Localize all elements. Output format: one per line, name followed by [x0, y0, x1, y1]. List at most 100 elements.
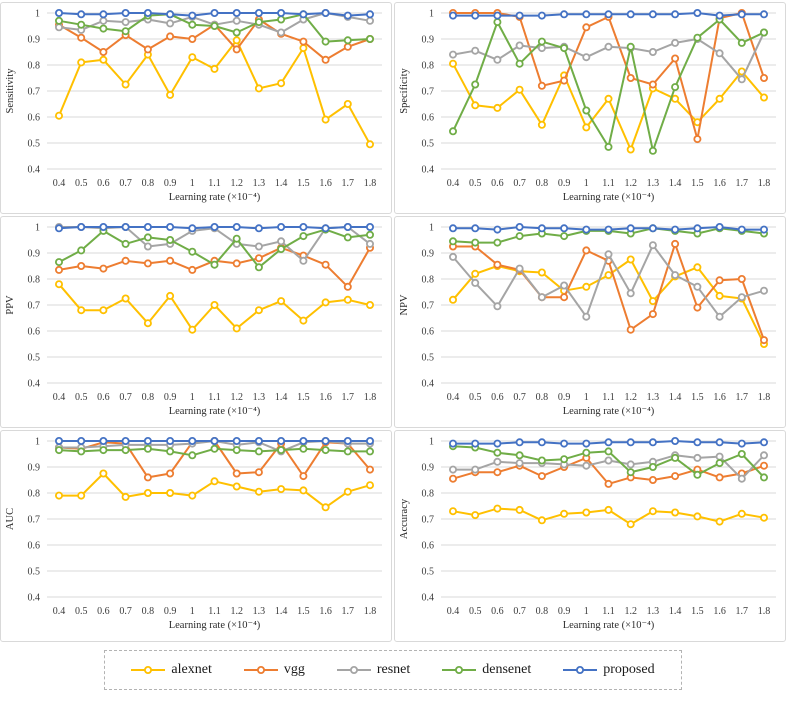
data-point-vgg [343, 282, 352, 291]
x-tick-label: 0.4 [53, 178, 66, 189]
x-tick-label: 1.8 [364, 178, 377, 189]
y-axis-title: NPV [399, 294, 410, 315]
data-point-alexnet [232, 36, 241, 45]
data-point-vgg [166, 32, 175, 41]
y-tick-label: 0.9 [28, 35, 41, 46]
data-point-proposed [188, 437, 197, 445]
y-axis-title: Sensitivity [5, 68, 16, 114]
data-point-alexnet [77, 491, 86, 500]
data-point-proposed [143, 9, 152, 17]
x-tick-label: 0.9 [164, 606, 177, 617]
x-tick-label: 1.8 [364, 392, 377, 403]
data-point-densenet [166, 235, 175, 244]
data-point-proposed [121, 437, 130, 445]
y-tick-label: 0.7 [28, 87, 41, 98]
data-point-densenet [365, 35, 374, 44]
x-tick-label: 0.4 [447, 392, 460, 403]
data-point-proposed [471, 224, 480, 233]
data-point-proposed [55, 9, 64, 17]
data-point-vgg [77, 262, 86, 271]
x-tick-label: 0.9 [558, 606, 571, 617]
data-point-densenet [671, 453, 680, 462]
data-point-resnet [449, 252, 458, 261]
data-point-resnet [515, 459, 524, 468]
x-tick-label: 1.2 [624, 392, 637, 403]
y-tick-label: 0.4 [422, 165, 435, 176]
data-point-densenet [449, 127, 458, 136]
x-tick-label: 1.3 [253, 606, 266, 617]
x-tick-label: 0.7 [119, 606, 132, 617]
data-point-alexnet [759, 513, 768, 522]
y-tick-label: 1 [35, 9, 40, 20]
y-tick-label: 0.9 [422, 463, 435, 474]
data-point-resnet [99, 16, 108, 25]
data-point-vgg [715, 276, 724, 285]
data-point-densenet [166, 447, 175, 456]
data-point-proposed [321, 224, 330, 233]
data-point-proposed [604, 438, 613, 447]
x-tick-label: 0.8 [142, 392, 155, 403]
data-point-vgg [759, 74, 768, 83]
x-tick-label: 1.4 [669, 606, 682, 617]
data-point-densenet [493, 448, 502, 457]
data-point-alexnet [493, 103, 502, 112]
x-tick-label: 1.1 [208, 178, 221, 189]
y-tick-label: 0.7 [422, 87, 435, 98]
x-tick-label: 0.6 [491, 392, 504, 403]
data-point-densenet [493, 238, 502, 247]
data-point-proposed [210, 437, 219, 445]
data-point-alexnet [715, 517, 724, 526]
data-point-densenet [277, 245, 286, 254]
x-tick-label: 0.8 [536, 392, 549, 403]
data-point-proposed [166, 223, 175, 231]
data-point-proposed [143, 437, 152, 445]
x-tick-label: 1.6 [713, 392, 726, 403]
data-point-alexnet [626, 255, 635, 264]
y-tick-label: 0.5 [28, 139, 41, 150]
data-point-densenet [188, 451, 197, 460]
data-point-densenet [671, 83, 680, 92]
x-tick-label: 0.9 [164, 178, 177, 189]
data-point-alexnet [277, 485, 286, 494]
legend-label: alexnet [171, 662, 212, 677]
data-point-vgg [321, 55, 330, 64]
y-tick-label: 1 [35, 223, 40, 234]
data-point-densenet [560, 232, 569, 241]
data-point-densenet [55, 258, 64, 267]
data-point-densenet [582, 106, 591, 115]
data-point-proposed [693, 438, 702, 447]
data-point-proposed [99, 223, 108, 231]
data-point-resnet [277, 237, 286, 246]
data-point-vgg [693, 303, 702, 312]
data-point-resnet [493, 55, 502, 64]
data-point-resnet [759, 451, 768, 460]
data-point-vgg [759, 336, 768, 345]
data-point-proposed [55, 437, 64, 445]
legend-marker-icon [336, 666, 371, 674]
x-axis-title: Learning rate (×10⁻⁴) [169, 620, 261, 631]
data-point-proposed [449, 224, 458, 233]
data-point-resnet [582, 461, 591, 470]
data-point-densenet [232, 234, 241, 243]
data-point-densenet [365, 447, 374, 456]
data-point-densenet [121, 239, 130, 248]
data-point-alexnet [321, 503, 330, 512]
data-point-vgg [166, 469, 175, 478]
data-point-proposed [254, 437, 263, 445]
data-point-resnet [232, 16, 241, 25]
y-tick-label: 0.8 [28, 489, 41, 500]
data-point-alexnet [604, 271, 613, 280]
y-tick-label: 0.8 [422, 489, 435, 500]
data-point-alexnet [693, 512, 702, 521]
x-tick-label: 0.7 [119, 392, 132, 403]
data-point-densenet [210, 260, 219, 269]
x-tick-label: 1.1 [602, 178, 615, 189]
data-point-alexnet [759, 93, 768, 102]
data-point-proposed [671, 225, 680, 234]
data-point-proposed [143, 223, 152, 231]
data-point-proposed [471, 11, 480, 20]
data-point-vgg [299, 37, 308, 46]
metrics-figure: 0.4 0.5 0.6 0.7 0.8 0.9 1 0.4 0.5 0.6 0.7 0.8 0.9 1 1.… [0, 2, 786, 642]
data-point-alexnet [277, 297, 286, 306]
x-tick-label: 0.9 [558, 178, 571, 189]
